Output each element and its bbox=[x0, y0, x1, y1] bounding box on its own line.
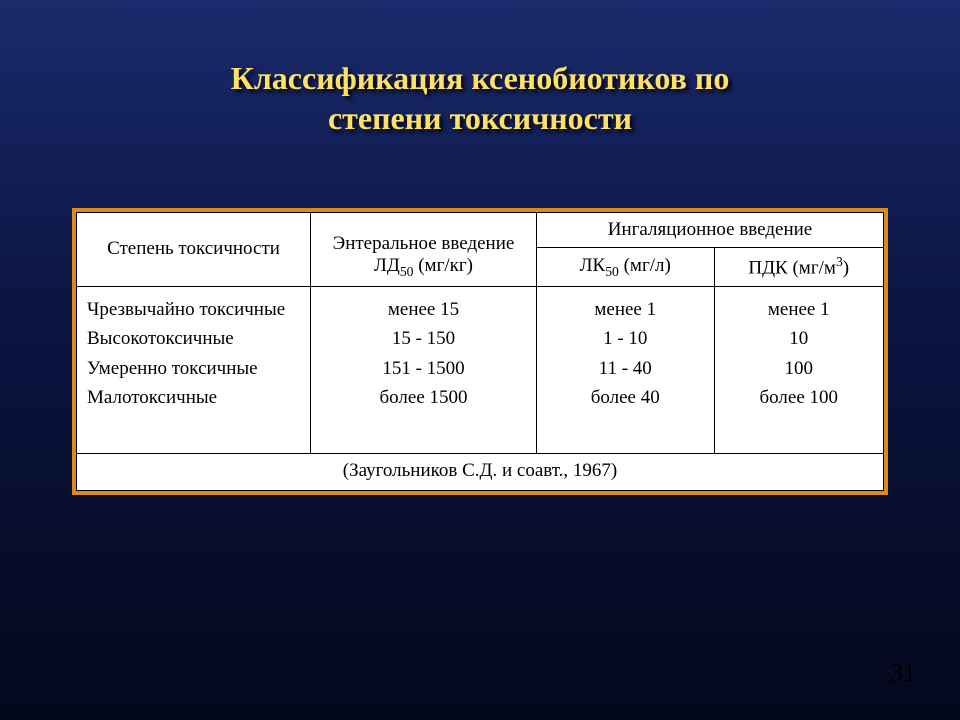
enteral-1: 15 - 150 bbox=[392, 328, 455, 349]
toxicity-table-frame: Степень токсичности Энтеральное введение… bbox=[72, 208, 888, 495]
cell-enteral: менее 15 15 - 150 151 - 1500 более 1500 bbox=[311, 286, 537, 453]
lk-0: менее 1 bbox=[594, 299, 656, 320]
lk-1: 1 - 10 bbox=[603, 328, 647, 349]
pdk-0: менее 1 bbox=[768, 299, 830, 320]
header-inhalation-group: Ингаляционное введение bbox=[536, 213, 883, 248]
citation-cell: (Заугольников С.Д. и соавт., 1967) bbox=[77, 453, 884, 490]
tox-level-3: Малотоксичные bbox=[87, 387, 217, 408]
pdk-1: 10 bbox=[789, 328, 808, 349]
enteral-2: 151 - 1500 bbox=[382, 358, 464, 379]
enteral-0: менее 15 bbox=[388, 299, 459, 320]
header-enteral: Энтеральное введение ЛД50 (мг/кг) bbox=[311, 213, 537, 287]
table-citation-row: (Заугольников С.Д. и соавт., 1967) bbox=[77, 453, 884, 490]
slide: Классификация ксенобиотиков по степени т… bbox=[0, 0, 960, 720]
title-line-1: Классификация ксенобиотиков по bbox=[231, 60, 730, 96]
header-lk50: ЛК50 (мг/л) bbox=[536, 248, 714, 287]
cell-toxicity-levels: Чрезвычайно токсичные Высокотоксичные Ум… bbox=[77, 286, 311, 453]
table-header-row-1: Степень токсичности Энтеральное введение… bbox=[77, 213, 884, 248]
header-inhalation-label: Ингаляционное введение bbox=[608, 219, 812, 240]
tox-level-0: Чрезвычайно токсичные bbox=[87, 299, 285, 320]
toxicity-table: Степень токсичности Энтеральное введение… bbox=[76, 212, 884, 491]
pdk-2: 100 bbox=[785, 358, 814, 379]
cell-pdk: менее 1 10 100 более 100 bbox=[714, 286, 884, 453]
slide-title: Классификация ксенобиотиков по степени т… bbox=[0, 0, 960, 138]
table-data-row: Чрезвычайно токсичные Высокотоксичные Ум… bbox=[77, 286, 884, 453]
tox-level-2: Умеренно токсичные bbox=[87, 358, 258, 379]
lk-3: более 40 bbox=[591, 387, 660, 408]
enteral-3: более 1500 bbox=[379, 387, 467, 408]
header-enteral-line1: Энтеральное введение bbox=[333, 233, 515, 254]
page-number: 31 bbox=[890, 658, 916, 688]
citation-text: (Заугольников С.Д. и соавт., 1967) bbox=[343, 460, 617, 481]
cell-lk50: менее 1 1 - 10 11 - 40 более 40 bbox=[536, 286, 714, 453]
pdk-3: более 100 bbox=[759, 387, 838, 408]
header-toxicity-label: Степень токсичности bbox=[107, 238, 280, 259]
header-enteral-line2: ЛД50 (мг/кг) bbox=[374, 255, 473, 276]
header-toxicity: Степень токсичности bbox=[77, 213, 311, 287]
tox-level-1: Высокотоксичные bbox=[87, 328, 234, 349]
header-pdk: ПДК (мг/м3) bbox=[714, 248, 884, 287]
lk-2: 11 - 40 bbox=[599, 358, 652, 379]
title-line-2: степени токсичности bbox=[328, 100, 632, 136]
